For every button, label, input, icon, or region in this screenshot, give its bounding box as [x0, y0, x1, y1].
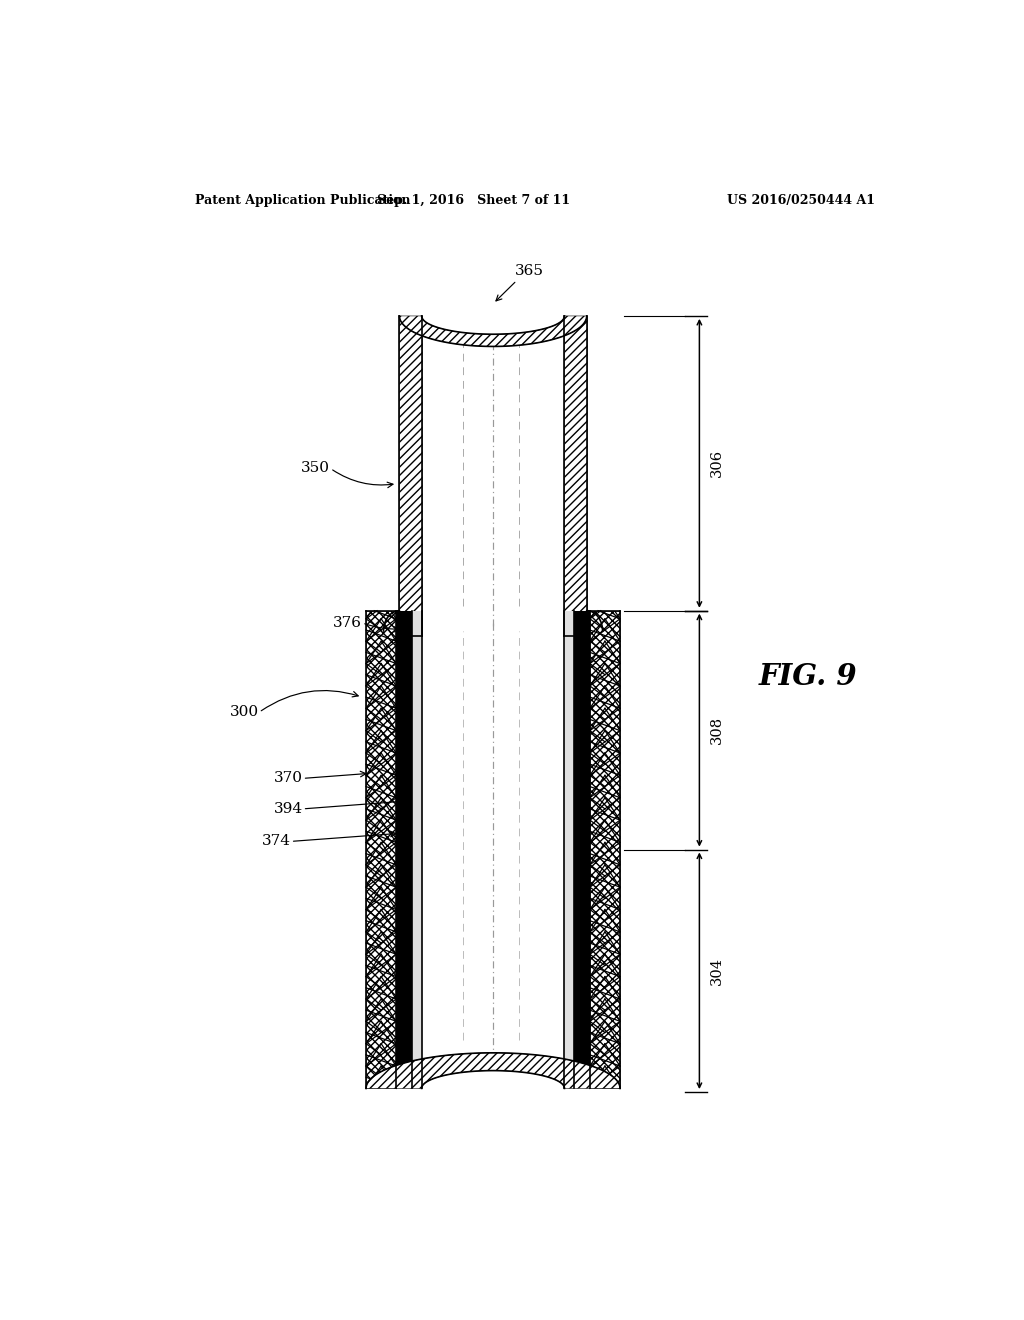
Text: 304: 304 [710, 957, 724, 985]
Polygon shape [367, 1053, 620, 1089]
Text: 306: 306 [710, 449, 724, 478]
Text: 394: 394 [273, 801, 303, 816]
Bar [422, 315, 564, 636]
Bar [367, 611, 396, 1089]
Text: Sep. 1, 2016   Sheet 7 of 11: Sep. 1, 2016 Sheet 7 of 11 [377, 194, 569, 207]
Text: 370: 370 [273, 771, 303, 785]
Bar [399, 315, 422, 636]
Polygon shape [399, 315, 587, 346]
Bar [367, 611, 396, 1089]
Bar [574, 611, 590, 1089]
Bar [564, 315, 587, 636]
Bar [412, 611, 422, 1089]
Text: Patent Application Publication: Patent Application Publication [196, 194, 411, 207]
Text: 308: 308 [710, 715, 724, 744]
Text: 376: 376 [333, 616, 362, 630]
Bar [422, 611, 564, 1089]
Text: 365: 365 [514, 264, 544, 279]
Text: US 2016/0250444 A1: US 2016/0250444 A1 [727, 194, 876, 207]
Text: 300: 300 [229, 705, 259, 719]
Bar [396, 611, 412, 1089]
Bar [590, 611, 621, 1089]
Text: FIG. 9: FIG. 9 [759, 663, 857, 692]
Text: 350: 350 [301, 462, 331, 475]
Bar [590, 611, 621, 1089]
Text: 374: 374 [262, 834, 291, 849]
Bar [564, 611, 574, 1089]
